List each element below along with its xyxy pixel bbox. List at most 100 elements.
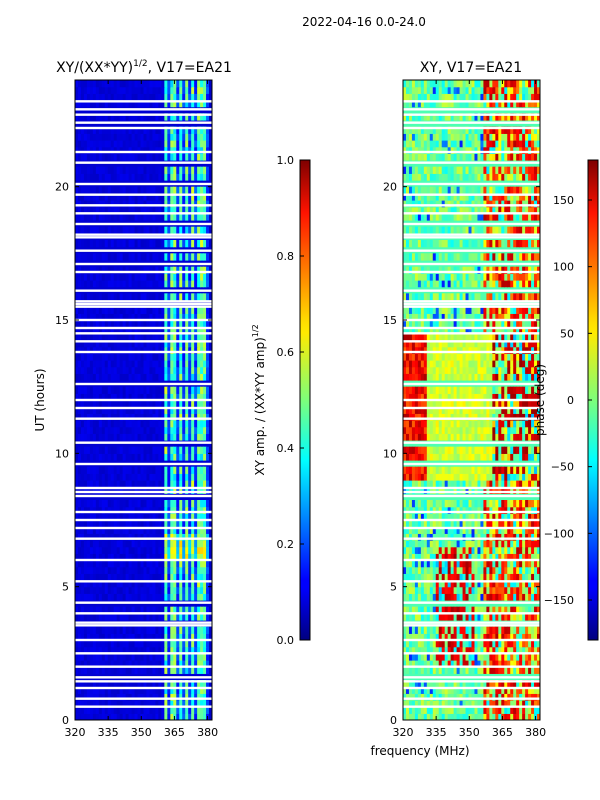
amp-cell	[137, 566, 142, 574]
amp-cell	[137, 266, 142, 274]
flagged-row	[75, 537, 212, 540]
amp-cell	[125, 466, 130, 474]
amp-cell	[209, 113, 212, 121]
phase-cell	[453, 533, 458, 541]
phase-cell	[403, 593, 407, 601]
amplitude-heatmap	[75, 80, 212, 720]
amp-cell	[173, 360, 177, 368]
amp-cell	[101, 306, 106, 314]
amp-cell	[182, 713, 186, 720]
amp-cell	[92, 426, 97, 434]
phase-cell	[426, 666, 431, 674]
amp-cell	[197, 553, 201, 561]
phase-cell	[495, 593, 499, 601]
amp-cell	[75, 626, 79, 634]
amp-cell	[152, 386, 157, 394]
amp-cell	[158, 146, 162, 154]
amp-cell	[140, 653, 145, 661]
amp-cell	[209, 140, 212, 148]
amp-cell	[131, 166, 136, 174]
phase-cell	[510, 606, 514, 614]
amp-cell	[77, 486, 82, 494]
amp-cell	[101, 686, 106, 694]
amp-cell	[164, 486, 168, 494]
amp-cell	[122, 313, 127, 321]
amp-cell	[161, 80, 165, 88]
amp-cell	[89, 293, 94, 301]
amp-cell	[131, 253, 136, 261]
phase-cell	[492, 520, 496, 528]
amp-cell	[119, 186, 124, 194]
phase-cell	[525, 573, 529, 581]
amp-cell	[209, 546, 212, 554]
amp-cell	[143, 100, 148, 108]
amp-cell	[158, 533, 162, 541]
amp-cell	[149, 313, 154, 321]
amp-cell	[182, 580, 186, 588]
amp-cell	[134, 573, 139, 581]
amp-cell	[158, 646, 162, 654]
amp-cell	[75, 646, 79, 654]
amp-cell	[185, 226, 189, 234]
amp-cell	[176, 253, 180, 261]
phase-cell	[411, 560, 416, 568]
phase-cell	[498, 686, 502, 694]
phase-cell	[441, 633, 446, 641]
amp-cell	[182, 333, 186, 341]
phase-cell	[510, 580, 514, 588]
amp-cell	[155, 566, 159, 574]
phase-cell	[447, 586, 452, 594]
amp-cell	[149, 606, 154, 614]
amp-cell	[209, 433, 212, 441]
amp-cell	[155, 393, 159, 401]
phase-cell	[459, 653, 464, 661]
amp-cell	[92, 240, 97, 248]
amp-cell	[75, 313, 79, 321]
amp-cell	[173, 80, 177, 88]
amp-cell	[113, 193, 118, 201]
phase-cell	[417, 660, 422, 668]
phase-cell	[525, 560, 529, 568]
amp-cell	[89, 546, 94, 554]
phase-cell	[411, 533, 416, 541]
phase-cell	[444, 686, 449, 694]
amp-cell	[86, 360, 91, 368]
amp-cell	[140, 546, 145, 554]
amp-cell	[194, 253, 198, 261]
amp-cell	[134, 593, 139, 601]
amp-cell	[98, 340, 103, 348]
amp-cell	[176, 700, 180, 708]
phase-cell	[486, 526, 490, 534]
phase-cell	[525, 700, 529, 708]
amp-cell	[104, 506, 109, 514]
amp-cell	[119, 153, 124, 161]
amp-cell	[191, 480, 195, 488]
amp-cell	[119, 226, 124, 234]
amp-cell	[188, 693, 192, 701]
amp-cell	[203, 306, 207, 314]
phase-cell	[504, 713, 508, 720]
amp-cell	[170, 446, 174, 454]
phase-cell	[507, 700, 511, 708]
amp-cell	[125, 226, 130, 234]
amp-cell	[101, 280, 106, 288]
amp-cell	[95, 566, 100, 574]
phase-cell	[498, 560, 502, 568]
amp-cell	[86, 320, 91, 328]
amplitude-panel: XY/(XX*YY)1/2, V17=EA21 320 335 350 365 3800…	[33, 59, 232, 739]
amp-cell	[110, 666, 115, 674]
amp-cell	[86, 280, 91, 288]
phase-cell	[498, 580, 502, 588]
amp-cell	[110, 713, 115, 720]
phase-cell	[459, 626, 464, 634]
amp-cell	[134, 340, 139, 348]
amp-cell	[173, 666, 177, 674]
amp-cell	[155, 640, 159, 648]
phase-cell	[403, 686, 407, 694]
amp-cell	[179, 166, 183, 174]
amp-cell	[161, 166, 165, 174]
amp-cell	[182, 626, 186, 634]
amp-cell	[161, 700, 165, 708]
phase-cell	[477, 573, 482, 581]
amp-cell	[110, 606, 115, 614]
